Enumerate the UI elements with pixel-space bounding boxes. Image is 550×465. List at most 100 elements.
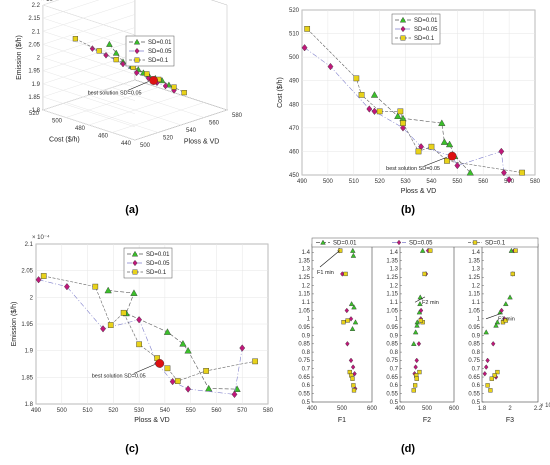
panel-b-point-0-5 [445, 140, 454, 148]
panel-a-xtick-2: 540 [186, 128, 197, 134]
legend-marker-0 [399, 16, 407, 23]
panel-d-f1-point-2-2 [341, 320, 346, 325]
panel-b-point-0-3 [438, 119, 446, 126]
panel-d-legend-marker-2 [472, 240, 478, 245]
panel-d-f3-ytick-18: 1.4 [472, 250, 481, 256]
legend-label-2: SD=0.1 [414, 36, 435, 42]
panel-c-point-0-5 [184, 346, 192, 354]
panel-c-point-2-2 [107, 322, 114, 328]
panel-d-f2-point-2-6 [414, 376, 419, 381]
panel-a-ztick-8: 2.2 [32, 3, 41, 9]
panel-d-f2-point-0-7 [411, 340, 417, 346]
panel-a-ytick-2: 480 [75, 126, 86, 132]
panel-d-f3-ytick-13: 1.15 [468, 292, 480, 298]
legend-label-1: SD=0.05 [146, 261, 170, 267]
panel-b-xtick-4: 530 [401, 179, 412, 185]
panel-a-zgrid-back-7 [42, 0, 100, 19]
panel-c-ytick-6: 2.1 [25, 242, 34, 248]
panel-c-ytick-1: 1.85 [21, 375, 33, 381]
panel-d-f1-ytick-18: 1.4 [302, 250, 311, 256]
panel-a-ytick-3: 500 [52, 119, 63, 125]
panel-d-f1-point-0-5 [349, 326, 356, 331]
panel-b-point-1-7 [454, 161, 461, 170]
legend-marker-1 [400, 25, 406, 33]
panel-b-ytick-6: 510 [289, 32, 300, 38]
panel-c-point-2-6 [164, 365, 171, 372]
panel-d-f3-ytick-17: 1.35 [468, 258, 480, 264]
panel-c-ylabel: Emission ($/h) [11, 302, 18, 347]
panel-a-zgrid-back-5 [42, 14, 136, 45]
panel-d-f2-ytick-8: 0.9 [390, 333, 399, 339]
panel-a-xtick-1: 520 [163, 136, 174, 142]
panel-c-xtick-9: 580 [263, 408, 274, 414]
panel-c-best-marker [155, 359, 165, 368]
panel-b-ytick-3: 480 [289, 102, 300, 108]
panel-d-f3-point-2-6 [489, 376, 494, 381]
panel-b-point-1-0 [301, 44, 308, 52]
panel-b-point-1-8 [498, 147, 505, 156]
panel-d-f3-xtick-0: 1.8 [478, 406, 487, 412]
panel-a-ztick-3: 1.95 [28, 69, 40, 75]
panel-d-f2-point-0-5 [414, 322, 420, 328]
panel-d-f3-xtick-2: 2.2 [534, 406, 543, 412]
panel-c-point-1-0 [35, 276, 42, 284]
panel-a-ytick-1: 460 [98, 134, 109, 140]
panel-a-ztick-6: 2.1 [32, 29, 41, 35]
panel-d-f3-point-2-7 [485, 383, 490, 388]
panel-a-ytick-4: 520 [29, 111, 40, 117]
panel-d-f2-ytick-12: 1.1 [390, 300, 399, 306]
panel-c-series-line-0 [108, 290, 238, 390]
panel-c-ytick-3: 1.95 [21, 322, 33, 328]
panel-d-f3-point-0-6 [483, 329, 489, 335]
panel-c-series-line-2 [43, 275, 256, 382]
legend-label-0: SD=0.01 [146, 252, 170, 258]
panel-d-f1-ytick-6: 0.8 [302, 350, 311, 356]
panel-d-f3-point-1-7 [482, 371, 487, 377]
panel-d-f3-point-2-1 [510, 271, 515, 277]
panel-d-f1-ytick-16: 1.3 [302, 267, 311, 273]
panel-d-f3-ytick-12: 1.1 [472, 300, 481, 306]
panel-c-point-2-3 [120, 309, 127, 316]
panel-d-f2-ytick-16: 1.3 [390, 267, 399, 273]
panel-b-ylabel: Cost ($/h) [277, 77, 284, 108]
legend-label-0: SD=0.01 [414, 18, 438, 24]
panel-d-f1-ytick-2: 0.6 [302, 383, 311, 389]
panel-b-annotation: best solution SD=0.05 [386, 166, 440, 172]
panel-d-f2-xtick-1: 500 [422, 406, 433, 412]
panel-b-point-1-9 [501, 169, 507, 177]
panel-d-f1-ytick-4: 0.7 [302, 367, 311, 373]
legend-label-2: SD=0.1 [148, 58, 169, 64]
panel-b-point-0-0 [370, 91, 379, 98]
panel-d: 0.5 0.55 0.6 0.65 0.7 0.75 0.8 0.85 0.9 0.95 1 1.05… [298, 237, 550, 424]
panel-b-point-0-1 [394, 112, 402, 119]
panel-d-f2-ytick-10: 1 [395, 317, 399, 323]
panel-d-f2-ytick-15: 1.25 [386, 275, 398, 281]
panel-b-point-1-3 [371, 107, 378, 115]
panel-d-f1-ytick-15: 1.25 [298, 275, 310, 281]
panel-b-ytick-5: 500 [289, 55, 300, 61]
panel-d-f3-point-1-4 [491, 341, 496, 347]
panel-d-f2-point-1-2 [418, 307, 424, 314]
panel-d-f2-ytick-6: 0.8 [390, 350, 399, 356]
panel-b-xtick-9: 580 [530, 179, 541, 185]
panel-d-f1-ytick-11: 1.05 [298, 308, 310, 314]
panel-c-ytick-4: 2 [30, 295, 34, 301]
panel-a-floor-grid-y-0 [134, 109, 228, 141]
panel-d-f1-ytick-13: 1.15 [298, 292, 310, 298]
panel-d-f1-point-1-3 [348, 316, 354, 322]
panel-d-f1-ytick-3: 0.65 [298, 375, 310, 381]
panel-d-f2-point-0-6 [412, 329, 419, 335]
panel-a-zexp: × 10⁻⁴ [41, 0, 59, 3]
panel-c-xtick-4: 530 [134, 408, 145, 414]
panel-d-f2-xtick-2: 600 [449, 406, 460, 412]
panel-d-f3-point-2-8 [488, 388, 493, 393]
panel-d-f1-ytick-17: 1.35 [298, 258, 310, 264]
panel-d-f3-xtick-1: 2 [508, 406, 512, 412]
panel-d-f3-point-2-4 [495, 369, 500, 375]
panel-a-ylabel: Cost ($/h) [49, 137, 80, 144]
panel-a-zgrid-side-0 [42, 109, 136, 141]
panel-c-annotation-arrow [133, 364, 155, 374]
panel-d-f3-annotation: F3 min [498, 317, 515, 323]
panel-c-ytick-5: 2.05 [21, 269, 33, 275]
